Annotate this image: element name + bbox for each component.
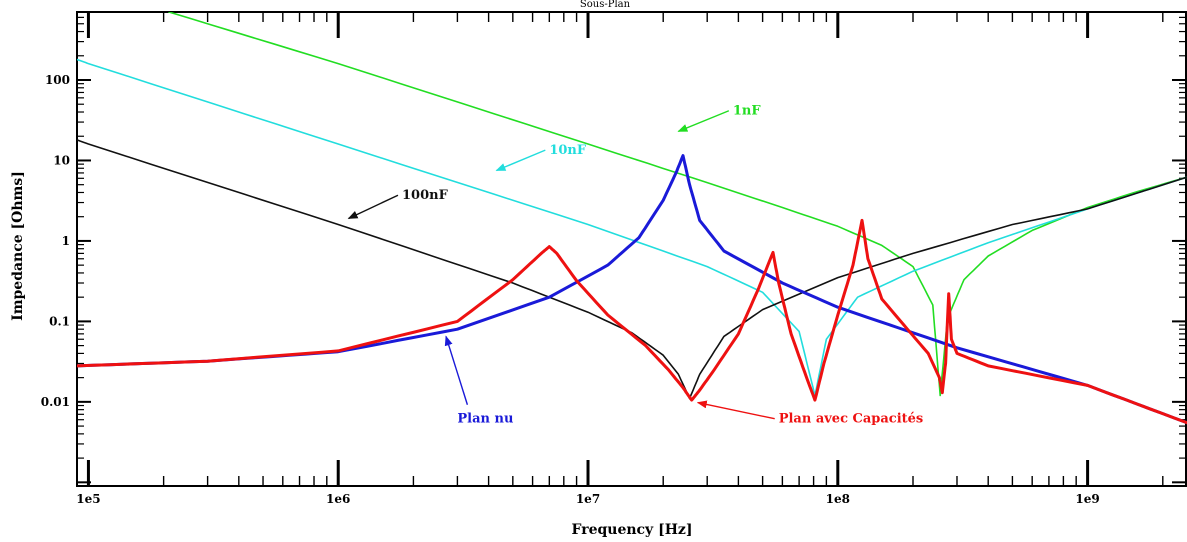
y-tick-label: 0.1 (49, 314, 70, 328)
axes: 1e5 1e6 1e7 1e8 1e9 100 10 1 0.1 0.01 (41, 11, 1187, 506)
y-tick-label: 1 (62, 234, 70, 248)
annotation-arrow (495, 149, 546, 172)
series-line-4 (77, 218, 1187, 425)
annotation-arrow (677, 110, 730, 133)
series-line-0 (168, 12, 1187, 397)
y-tick-label: 100 (45, 73, 70, 87)
annotation-label: 1nF (733, 104, 761, 119)
annotation-arrow (444, 335, 469, 405)
annotations: 1nF 10nF 100nF Plan nu Plan avec Capacités (347, 104, 924, 427)
series-line-3 (77, 154, 1187, 425)
x-tick-label: 1e7 (576, 492, 600, 506)
plot-frame (76, 11, 1187, 487)
x-tick-label: 1e5 (76, 492, 100, 506)
annotation-label: Plan avec Capacités (779, 412, 924, 427)
series-group (77, 12, 1187, 425)
annotation-label: 10nF (549, 143, 587, 158)
y-axis-title: Impedance [Ohms] (10, 171, 26, 321)
annotation-arrow (696, 400, 775, 420)
chart-title: Sous-Plan (580, 0, 631, 10)
series-line-1 (77, 58, 1187, 397)
annotation-arrow (347, 194, 399, 220)
x-tick-label: 1e6 (326, 492, 350, 506)
annotation-label: 100nF (402, 188, 449, 203)
x-axis-title: Frequency [Hz] (572, 522, 693, 538)
x-tick-label: 1e8 (826, 492, 850, 506)
y-tick-label: 0.01 (41, 395, 70, 409)
x-tick-label: 1e9 (1075, 492, 1099, 506)
y-tick-label: 10 (53, 153, 70, 167)
annotation-label: Plan nu (457, 412, 513, 427)
